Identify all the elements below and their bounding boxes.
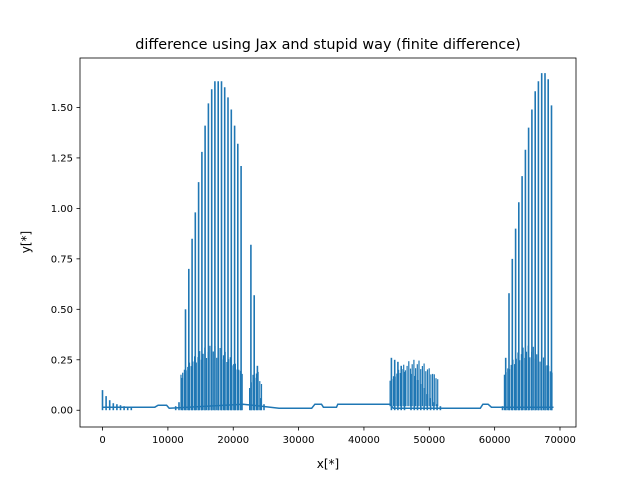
series-baseline-line	[102, 403, 554, 409]
axes-frame	[79, 57, 577, 428]
y-tick-label-0: 0.00	[51, 406, 73, 417]
x-axis-label: x[*]	[317, 457, 339, 471]
y-axis-label: y[*]	[19, 231, 33, 253]
plot-area	[101, 73, 554, 411]
x-tick-label-5: 50000	[413, 435, 445, 446]
y-tick-label-1: 0.25	[51, 355, 73, 366]
chart-title: difference using Jax and stupid way (fin…	[135, 37, 521, 53]
x-tick-label-6: 60000	[479, 435, 511, 446]
x-tick-label-0: 0	[99, 435, 105, 446]
x-tick-label-3: 30000	[283, 435, 315, 446]
axis-ticks: 0 10000 20000 30000 40000 50000 60000 70000 0.00…	[51, 103, 576, 446]
y-tick-label-6: 1.50	[51, 103, 73, 114]
x-tick-label-1: 10000	[152, 435, 184, 446]
x-tick-label-2: 20000	[217, 435, 249, 446]
y-tick-label-5: 1.25	[51, 153, 73, 164]
x-tick-label-7: 70000	[544, 435, 576, 446]
y-tick-label-4: 1.00	[51, 204, 73, 215]
x-tick-label-4: 40000	[348, 435, 380, 446]
y-tick-label-2: 0.50	[51, 305, 73, 316]
y-tick-label-3: 0.75	[51, 254, 73, 265]
